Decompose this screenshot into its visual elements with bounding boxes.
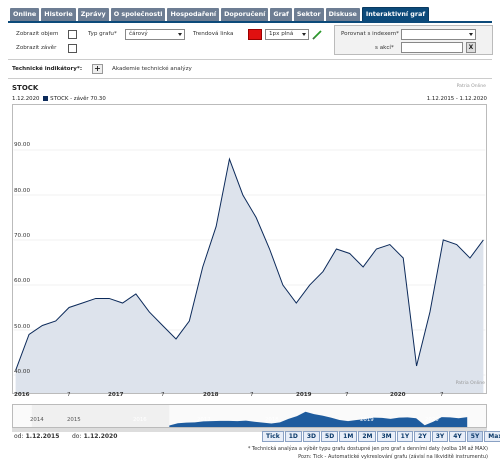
divider: [8, 59, 492, 60]
chart-type-label: Typ grafu*: [88, 31, 117, 37]
navigator-chart[interactable]: [12, 404, 487, 428]
y-tick-label: 90.00: [14, 142, 31, 149]
x-tick-label: 7: [345, 392, 349, 398]
zoom-4y-button[interactable]: 4Y: [449, 431, 466, 442]
x-tick-label: 2019: [296, 392, 312, 398]
show-close-label: Zobrazit závěr: [16, 45, 57, 51]
show-close-checkbox[interactable]: [68, 44, 77, 53]
compare-panel: Porovnat s indexem* s akcí* X: [334, 25, 493, 55]
compare-stock-input[interactable]: [401, 42, 463, 53]
tab-online[interactable]: Online: [10, 8, 40, 21]
navigator-year-label: 2014: [30, 417, 44, 423]
x-tick-label: 2020: [390, 392, 406, 398]
footnote-tick: Pozn: Tick - Automatické vykreslování gr…: [298, 454, 488, 460]
trend-line-label: Trendová linka: [193, 31, 234, 37]
chart-title: STOCK: [12, 84, 39, 92]
indicators-label: Technické indikátory*:: [12, 66, 83, 72]
x-tick-label: 7: [67, 392, 71, 398]
tab-history[interactable]: Historie: [41, 8, 76, 21]
chart-type-select[interactable]: čárový: [125, 29, 185, 40]
zoom-tick-button[interactable]: Tick: [262, 431, 284, 442]
pencil-icon[interactable]: [311, 29, 323, 41]
x-tick-label: 7: [161, 392, 165, 398]
tab-about-company[interactable]: O společnosti: [110, 8, 166, 21]
navigator-scrollbar[interactable]: [12, 428, 487, 432]
navigator-unselected: [31, 405, 170, 427]
tab-financials[interactable]: Hospodaření: [167, 8, 220, 21]
trend-width-value: 1px plná: [269, 31, 294, 37]
x-tick-label: 2018: [203, 392, 219, 398]
zoom-buttons: Tick 1D 3D 5D 1M 2M 3M 1Y 2Y 3Y 4Y 5Y Ma…: [262, 431, 500, 442]
x-tick-label: 2016: [14, 392, 30, 398]
chevron-down-icon: [302, 33, 306, 36]
zoom-3d-button[interactable]: 3D: [302, 431, 321, 442]
zoom-2m-button[interactable]: 2M: [358, 431, 377, 442]
navigator-year-label: 2020: [425, 417, 439, 423]
tab-interactive-chart[interactable]: Interaktivní graf: [361, 7, 430, 22]
zoom-3y-button[interactable]: 3Y: [431, 431, 449, 442]
zoom-max-button[interactable]: Max: [484, 431, 500, 442]
divider: [8, 78, 492, 79]
y-tick-label: 50.00: [14, 323, 31, 330]
compare-stock-label: s akcí*: [375, 45, 394, 51]
footnote-technical: * Technická analýza a výběr typu grafu d…: [247, 446, 488, 452]
price-area: [15, 159, 484, 393]
navigator-year-label: 2019: [360, 417, 374, 423]
navigator-year-label: 2015: [67, 417, 81, 423]
show-volume-checkbox[interactable]: [68, 30, 77, 39]
tab-chart[interactable]: Graf: [270, 8, 292, 21]
add-indicator-button[interactable]: +: [92, 64, 103, 74]
y-tick-label: 80.00: [14, 187, 31, 194]
zoom-1m-button[interactable]: 1M: [339, 431, 358, 442]
zoom-5d-button[interactable]: 5D: [321, 431, 339, 442]
navigator-year-label: 2017: [197, 417, 211, 423]
trend-width-select[interactable]: 1px plná: [265, 29, 309, 40]
tab-recommendations[interactable]: Doporučení: [221, 8, 269, 21]
academy-link[interactable]: Akademie technické analýzy: [112, 66, 192, 72]
trend-color-swatch[interactable]: [248, 29, 262, 40]
to-date[interactable]: do: 1.12.2020: [72, 433, 118, 440]
chart-source: Patria Online: [456, 84, 486, 89]
zoom-1d-button[interactable]: 1D: [284, 431, 302, 442]
zoom-1y-button[interactable]: 1Y: [396, 431, 414, 442]
chart-type-value: čárový: [129, 31, 148, 37]
y-tick-label: 70.00: [14, 232, 31, 239]
x-tick-label: 2017: [108, 392, 124, 398]
show-volume-label: Zobrazit objem: [16, 31, 59, 37]
chart-watermark: Patria Online: [455, 381, 485, 386]
y-tick-label: 60.00: [14, 278, 31, 285]
chart-legend: 1.12.2020 STOCK - závěr 70.30 1.12.2015 …: [12, 94, 487, 104]
from-date[interactable]: od: 1.12.2015: [14, 433, 60, 440]
compare-clear-button[interactable]: X: [466, 42, 476, 53]
zoom-2y-button[interactable]: 2Y: [414, 431, 431, 442]
tab-underline: [8, 21, 492, 23]
chevron-down-icon: [178, 33, 182, 36]
x-tick-label: 7: [440, 392, 444, 398]
navigator-year-label: 2016: [133, 417, 147, 423]
tab-bar: Online Historie Zprávy O společnosti Hos…: [10, 7, 430, 22]
navigator-year-label: 2018: [265, 417, 279, 423]
tab-sector[interactable]: Sektor: [293, 8, 324, 21]
y-tick-label: 40.00: [14, 368, 31, 375]
series-swatch: [43, 96, 49, 101]
tab-discussion[interactable]: Diskuse: [325, 8, 360, 21]
price-chart[interactable]: [12, 104, 487, 394]
legend-label: 1.12.2020 STOCK - závěr 70.30: [12, 96, 106, 102]
navigator-area: [169, 411, 468, 427]
date-range-label: 1.12.2015 - 1.12.2020: [426, 96, 487, 102]
x-tick-label: 7: [250, 392, 254, 398]
compare-index-select[interactable]: [401, 29, 476, 40]
compare-index-label: Porovnat s indexem*: [341, 31, 399, 37]
tab-news[interactable]: Zprávy: [77, 8, 109, 21]
price-line: [15, 157, 484, 371]
chevron-down-icon: [469, 33, 473, 36]
zoom-5y-button[interactable]: 5Y: [466, 431, 484, 442]
zoom-3m-button[interactable]: 3M: [377, 431, 396, 442]
